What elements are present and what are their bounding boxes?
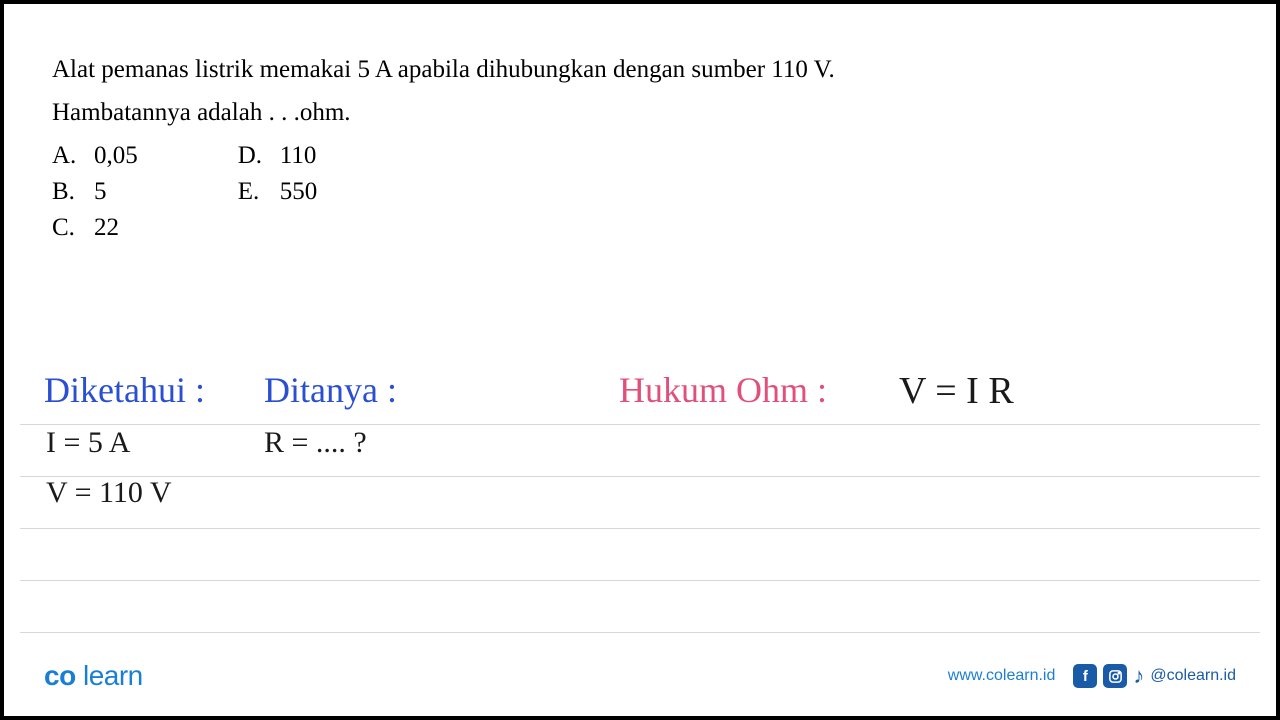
ruled-line [20,580,1260,581]
option-letter: B. [52,178,80,206]
social-icons-group: f ♪ @colearn.id [1073,663,1236,689]
option-value: 0,05 [94,142,138,170]
option-e: E. 550 [238,178,318,206]
logo-co: co [44,660,76,691]
option-d: D. 110 [238,142,318,170]
diketahui-item-1: I = 5 A [46,426,130,460]
option-value: 5 [94,178,107,206]
hukum-formula: V = I R [899,369,1014,413]
diketahui-item-2: V = 110 V [46,476,172,510]
option-letter: A. [52,142,80,170]
option-value: 110 [280,142,317,170]
website-url: www.colearn.id [948,667,1056,685]
option-value: 550 [280,178,318,206]
option-letter: D. [238,142,266,170]
option-value: 22 [94,214,119,242]
diketahui-label: Diketahui : [44,369,205,411]
facebook-icon: f [1073,664,1097,688]
ruled-line [20,476,1260,477]
option-c: C. 22 [52,214,138,242]
option-b: B. 5 [52,178,138,206]
question-line-1: Alat pemanas listrik memakai 5 A apabila… [52,52,1228,87]
ditanya-item: R = .... ? [264,426,367,460]
hukum-label: Hukum Ohm : [619,369,827,411]
options-column-1: A. 0,05 B. 5 C. 22 [52,142,138,242]
logo-learn: learn [83,660,143,691]
option-letter: C. [52,214,80,242]
tiktok-icon: ♪ [1133,663,1144,689]
footer-right: www.colearn.id f ♪ @colearn.id [948,663,1236,689]
question-line-2: Hambatannya adalah . . .ohm. [52,95,1228,130]
option-a: A. 0,05 [52,142,138,170]
ditanya-label: Ditanya : [264,369,397,411]
option-letter: E. [238,178,266,206]
question-block: Alat pemanas listrik memakai 5 A apabila… [4,4,1276,242]
instagram-icon [1103,664,1127,688]
footer: co learn www.colearn.id f ♪ @colearn.id [44,660,1236,692]
ruled-line [20,632,1260,633]
social-handle: @colearn.id [1150,667,1236,685]
ruled-line [20,424,1260,425]
options-column-2: D. 110 E. 550 [238,142,318,242]
ruled-line [20,528,1260,529]
brand-logo: co learn [44,660,143,692]
options-container: A. 0,05 B. 5 C. 22 D. 110 E. 550 [52,142,1228,242]
ruled-lines-bg [20,424,1260,624]
